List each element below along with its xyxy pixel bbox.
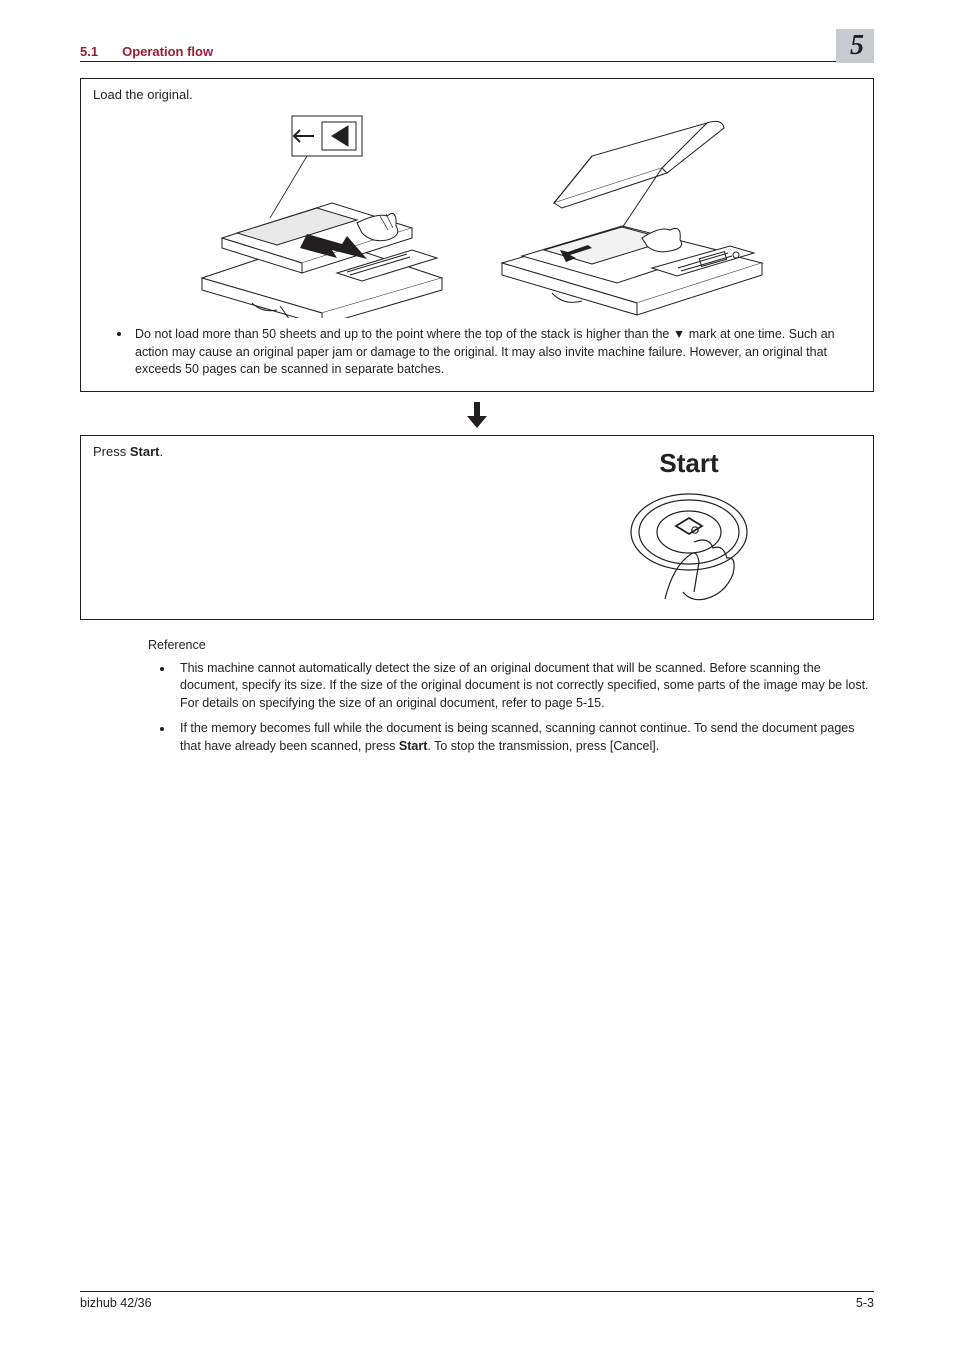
section-number: 5.1 [80,44,98,59]
footer-left: bizhub 42/36 [80,1296,152,1310]
start-button-illustration: Start [599,444,779,604]
reference-item-1: This machine cannot automatically detect… [174,660,874,713]
flow-arrow [80,402,874,431]
footer-right: 5-3 [856,1296,874,1310]
bullet-icon [117,332,121,336]
step1-title: Load the original. [93,87,861,102]
start-label: Start [659,448,719,478]
reference-block: Reference This machine cannot automatica… [148,638,874,756]
reference-item-2: If the memory becomes full while the doc… [174,720,874,755]
down-arrow-icon [467,402,487,428]
page-header: 5.1 Operation flow 5 [80,44,874,62]
page-footer: bizhub 42/36 5-3 [80,1291,874,1310]
step1-note: Do not load more than 50 sheets and up t… [93,326,861,379]
step1-illustrations [93,108,861,318]
step-press-start: Press Start. Start [80,435,874,620]
chapter-badge: 5 [836,29,874,63]
adf-loading-illustration [182,108,462,318]
header-left: 5.1 Operation flow [80,44,213,59]
step2-title-bold: Start [130,444,160,459]
step1-bullet-text: Do not load more than 50 sheets and up t… [135,326,861,379]
ref2-bold: Start [399,739,427,753]
page: 5.1 Operation flow 5 Load the original. [0,0,954,1350]
reference-heading: Reference [148,638,874,652]
step-load-original: Load the original. [80,78,874,392]
flatbed-loading-illustration [492,108,772,318]
step2-title: Press Start. [93,444,477,459]
step2-title-suffix: . [159,444,163,459]
step2-title-prefix: Press [93,444,130,459]
section-title: Operation flow [122,44,213,59]
ref2-post: . To stop the transmission, press [Cance… [427,739,659,753]
